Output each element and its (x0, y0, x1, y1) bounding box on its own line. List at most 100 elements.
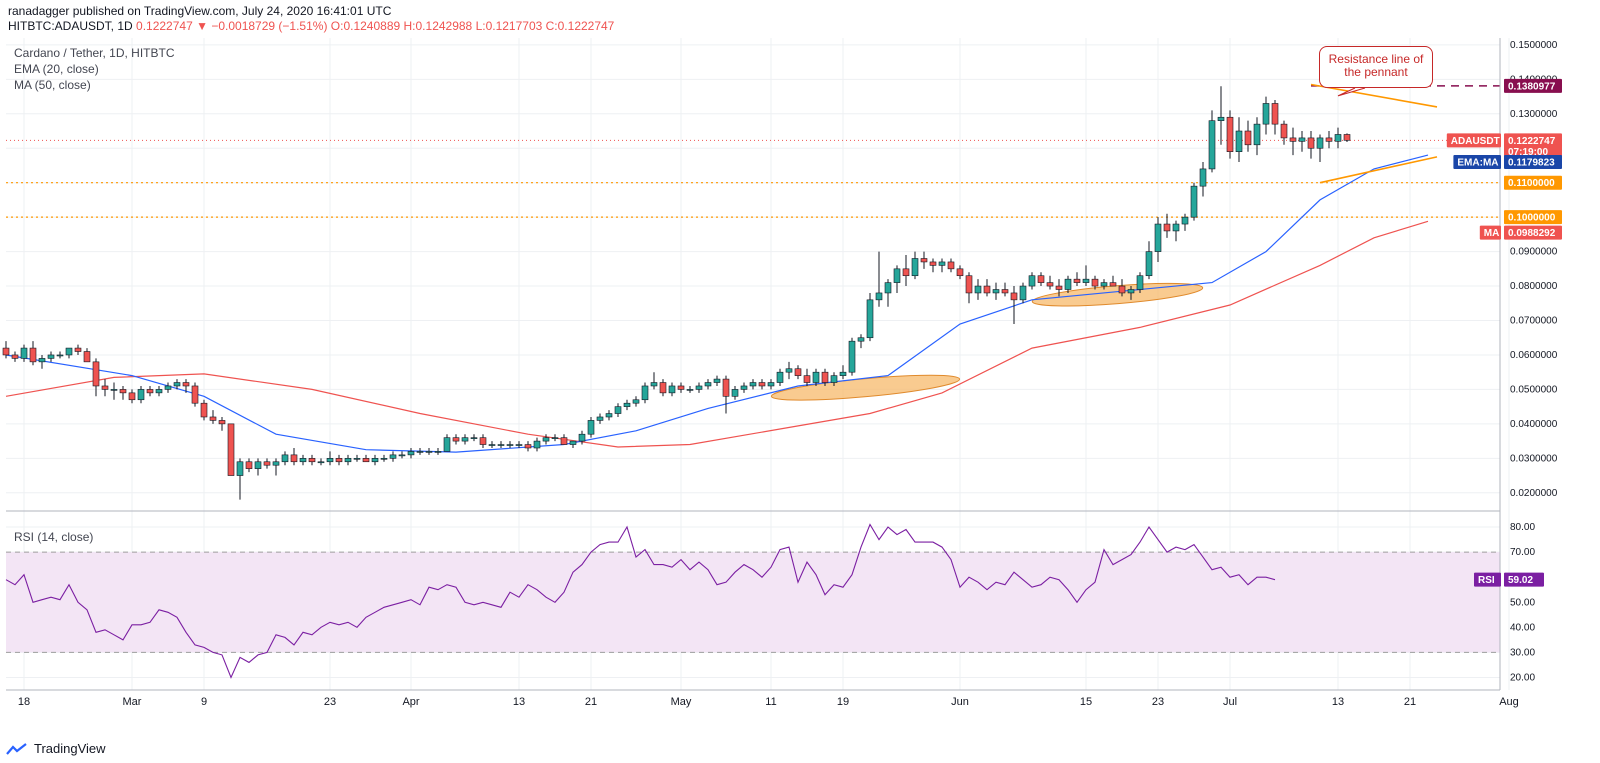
series-tag-box (1446, 133, 1501, 148)
candle-up (695, 385, 703, 390)
candle-down (128, 392, 136, 401)
price-axis-tick-label: 0.0200000 (1510, 488, 1558, 499)
candle-down (218, 420, 226, 425)
price-change: −0.0018729 (−1.51%) (211, 19, 328, 33)
candle-up (407, 451, 415, 456)
candle-up (1253, 123, 1261, 146)
candle-down (560, 437, 568, 445)
candle-down (452, 437, 460, 442)
candle-down (794, 368, 802, 376)
candle-down (902, 268, 910, 277)
candle-down (146, 389, 154, 394)
candle-up (155, 389, 163, 394)
candle-up (56, 354, 64, 357)
time-axis-tick-label: 11 (765, 696, 776, 708)
candle-down (2, 347, 10, 356)
time-axis-tick-label: 23 (1152, 696, 1164, 708)
candle-down (83, 351, 91, 363)
rsi-band (6, 551, 1500, 653)
candle-down (245, 461, 253, 469)
pennant-resistance-line (1310, 83, 1438, 108)
candle-down (11, 354, 19, 359)
chart-title: Cardano / Tether, 1D, HITBTC (14, 46, 175, 60)
series-tag-name: MA (1484, 228, 1500, 239)
candle-down (1037, 275, 1045, 283)
candle-up (380, 458, 388, 460)
candle-up (1190, 185, 1198, 218)
last-price: 0.1222747 (136, 19, 193, 33)
candle-up (587, 420, 595, 435)
candle-up (749, 382, 757, 387)
ma-legend: MA (50, close) (14, 78, 91, 92)
candle-up (974, 285, 982, 294)
candle-up (686, 389, 694, 391)
candle-down (1343, 134, 1351, 141)
candle-up (551, 437, 559, 439)
price-tag-value: 0.0988292 (1508, 228, 1556, 239)
candle-up (461, 437, 469, 442)
candle-up (704, 382, 712, 387)
candle-up (1181, 216, 1189, 225)
candle-up (344, 458, 352, 463)
candle-down (929, 261, 937, 266)
price-axis-tick-label: 0.0800000 (1510, 281, 1558, 292)
rsi-band-fill (6, 552, 1500, 653)
candle-up (731, 389, 739, 397)
candle-up (1217, 116, 1225, 121)
candle-down (1280, 123, 1288, 139)
price-axis-tick-label: 0.0300000 (1510, 453, 1558, 464)
time-axis-tick-label: 21 (1404, 696, 1416, 708)
consolidation-zone (1031, 282, 1204, 307)
candle-up (425, 451, 433, 453)
candle-up (434, 451, 442, 453)
time-axis-tick-label: Apr (402, 696, 419, 708)
candle-up (317, 461, 325, 464)
rsi-axis-tick-label: 30.00 (1510, 647, 1535, 658)
candle-down (758, 382, 766, 387)
time-axis-tick-label: 9 (201, 696, 207, 708)
candle-down (92, 361, 100, 387)
candle-up (515, 444, 523, 446)
candle-up (992, 289, 1000, 294)
candle-up (506, 444, 514, 446)
candle-up (1028, 275, 1036, 287)
price-axis-tick-label: 0.0600000 (1510, 350, 1558, 361)
tradingview-logo-icon (6, 742, 27, 755)
candle-up (605, 413, 613, 418)
time-axis-tick-label: Aug (1499, 696, 1519, 708)
series-tag-name: EMA:MA (1457, 158, 1498, 169)
candle-up (488, 444, 496, 446)
candle-down (1091, 278, 1099, 287)
candle-up (65, 347, 73, 356)
price-tag-box (1504, 225, 1562, 240)
rsi-axis-tick-label: 70.00 (1510, 547, 1535, 558)
resistance-callout: Resistance line of the pennant (1319, 46, 1433, 88)
candle-up (470, 437, 478, 439)
candle-up (1127, 289, 1135, 294)
time-axis-tick-label: 18 (18, 696, 30, 708)
candle-up (857, 337, 865, 342)
candle-up (830, 375, 838, 383)
candle-up (353, 458, 361, 460)
candle-up (893, 268, 901, 283)
symbol-name: HITBTC:ADAUSDT, 1D (8, 19, 133, 33)
candle-up (542, 437, 550, 442)
candle-down (1325, 137, 1333, 142)
rsi-line (5, 523, 1276, 679)
ema-legend: EMA (20, close) (14, 62, 99, 76)
candle-down (920, 258, 928, 263)
footer[interactable]: TradingView (6, 741, 106, 756)
candle-up (173, 382, 181, 387)
candle-up (569, 440, 577, 445)
candle-up (254, 461, 262, 469)
candle-up (1208, 120, 1216, 170)
ema-20-line (5, 154, 1429, 453)
candle-down (1307, 137, 1315, 149)
time-axis-tick-label: Jul (1223, 696, 1237, 708)
candle-up (398, 454, 406, 457)
ma-50-path (5, 220, 1429, 448)
candle-up (443, 437, 451, 452)
price-tags: 0.1380977 0.1222747 ADAUSDT 07:19:000.11798… (1446, 78, 1562, 587)
time-axis-tick-label: 23 (324, 696, 336, 708)
